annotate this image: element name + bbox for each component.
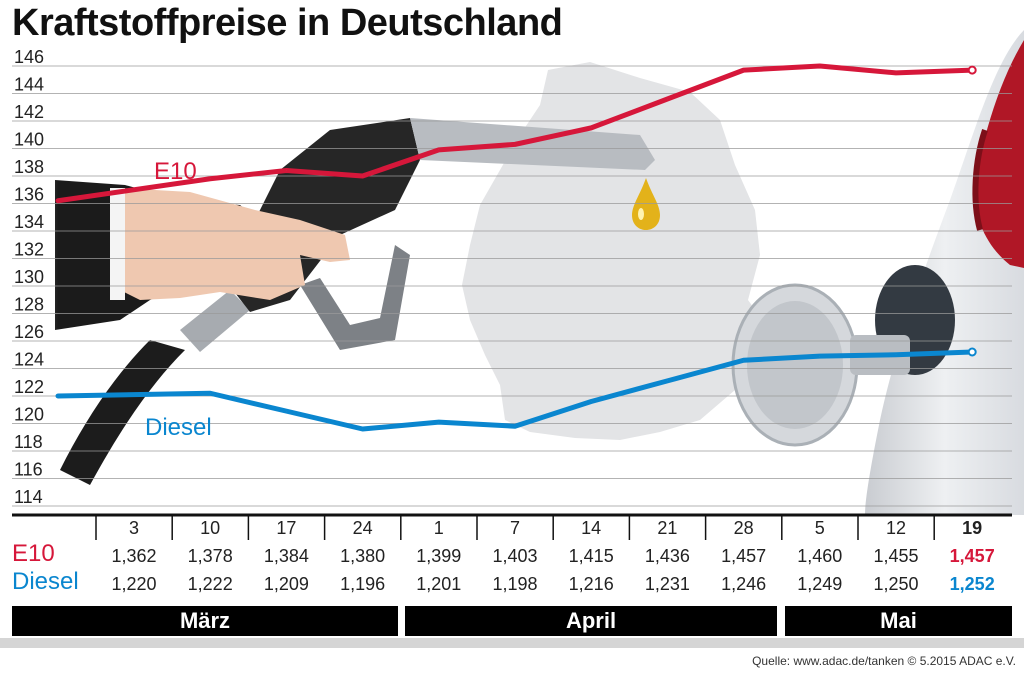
table-value-e10: 1,455 xyxy=(873,546,919,566)
table-value-diesel: 1,252 xyxy=(949,574,995,594)
car-illustration xyxy=(731,30,1024,515)
x-tick-label: 5 xyxy=(814,518,825,538)
diesel-series-label: Diesel xyxy=(145,414,212,441)
y-tick-label: 140 xyxy=(14,130,44,150)
table-value-e10: 1,460 xyxy=(797,546,843,566)
y-tick-label: 122 xyxy=(14,377,44,397)
x-tick-label: 24 xyxy=(352,518,373,538)
y-tick-label: 144 xyxy=(14,75,44,95)
table-dividers xyxy=(95,515,935,540)
y-tick-label: 114 xyxy=(14,487,43,507)
data-point-diesel xyxy=(967,347,977,357)
table-value-e10: 1,384 xyxy=(263,546,309,566)
table-value-e10: 1,457 xyxy=(949,546,995,566)
series-layer xyxy=(55,63,977,432)
table-value-diesel: 1,198 xyxy=(492,574,538,594)
table-value-e10: 1,399 xyxy=(416,546,462,566)
table-value-e10: 1,362 xyxy=(111,546,157,566)
fuel-nozzle-illustration xyxy=(55,118,655,485)
x-tick-label: 3 xyxy=(128,518,139,538)
chart-title: Kraftstoffpreise in Deutschland xyxy=(12,2,563,44)
y-tick-label: 126 xyxy=(14,322,44,342)
x-tick-label: 14 xyxy=(581,518,602,538)
table-value-e10: 1,378 xyxy=(187,546,233,566)
month-band-april: April xyxy=(405,606,777,636)
table-value-diesel: 1,231 xyxy=(644,574,690,594)
x-tick-label: 12 xyxy=(885,518,907,538)
table-row-label-e10: E10 xyxy=(12,540,55,567)
table-value-e10: 1,403 xyxy=(492,546,538,566)
x-tick-label: 17 xyxy=(276,518,297,538)
x-tick-label: 1 xyxy=(433,518,444,538)
table-value-e10: 1,415 xyxy=(568,546,614,566)
y-tick-label: 134 xyxy=(14,212,44,232)
y-tick-label: 120 xyxy=(14,405,44,425)
x-tick-label: 19 xyxy=(962,518,983,538)
table-row-label-diesel: Diesel xyxy=(12,568,79,595)
table-value-diesel: 1,220 xyxy=(111,574,157,594)
table-value-diesel: 1,250 xyxy=(873,574,919,594)
table-value-e10: 1,436 xyxy=(644,546,690,566)
table-value-diesel: 1,201 xyxy=(416,574,462,594)
e10-series-label: E10 xyxy=(154,158,197,185)
table-value-diesel: 1,222 xyxy=(187,574,233,594)
month-band-mai: Mai xyxy=(785,606,1012,636)
y-tick-label: 130 xyxy=(14,267,44,287)
oil-drop-icon xyxy=(632,178,660,230)
table-value-diesel: 1,196 xyxy=(340,574,386,594)
footer-band xyxy=(0,638,1024,648)
y-tick-label: 136 xyxy=(14,185,44,205)
y-axis: 114 116 118 120 122 124 126 128 130 132 134 136 138 1… xyxy=(14,47,44,507)
y-tick-label: 132 xyxy=(14,240,44,260)
table-value-e10: 1,457 xyxy=(721,546,767,566)
data-point-e10 xyxy=(967,65,977,75)
y-tick-label: 138 xyxy=(14,157,44,177)
table-value-diesel: 1,209 xyxy=(263,574,309,594)
source-credit: Quelle: www.adac.de/tanken © 5.2015 ADAC… xyxy=(752,654,1016,668)
series-line-e10 xyxy=(55,63,975,204)
x-tick-label: 21 xyxy=(657,518,678,538)
chart-canvas: 1141161181201221241261281301321341361381… xyxy=(0,30,1024,540)
y-tick-label: 128 xyxy=(14,295,44,315)
y-tick-label: 142 xyxy=(14,102,44,122)
month-band-maerz: März xyxy=(12,606,398,636)
x-tick-label: 10 xyxy=(200,518,221,538)
y-tick-label: 124 xyxy=(14,350,44,370)
series-line-diesel xyxy=(55,349,975,432)
x-tick-label: 7 xyxy=(509,518,520,538)
y-tick-label: 146 xyxy=(14,47,44,67)
x-tick-label: 28 xyxy=(733,518,754,538)
table-value-e10: 1,380 xyxy=(340,546,386,566)
y-tick-label: 116 xyxy=(14,460,43,480)
table-value-diesel: 1,249 xyxy=(797,574,843,594)
table-value-diesel: 1,216 xyxy=(568,574,614,594)
y-tick-label: 118 xyxy=(14,432,43,452)
table-value-diesel: 1,246 xyxy=(721,574,767,594)
